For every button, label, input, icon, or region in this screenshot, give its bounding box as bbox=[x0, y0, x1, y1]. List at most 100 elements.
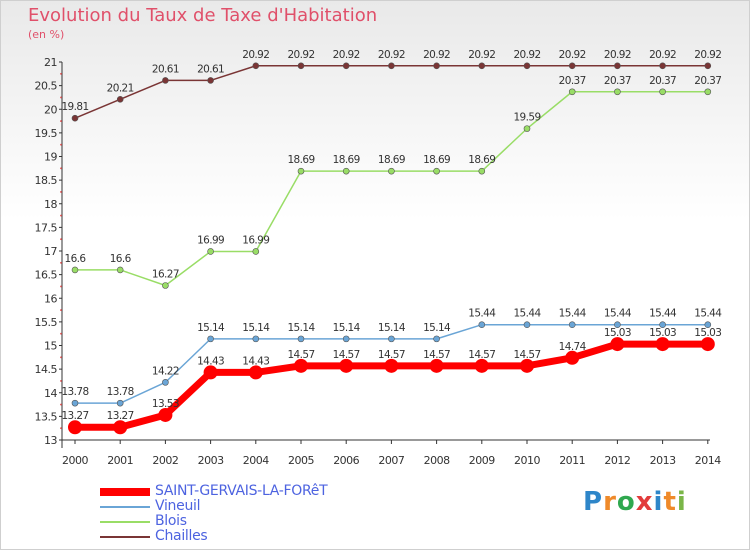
y-tick-label: 15.5 bbox=[35, 316, 58, 329]
data-label: 20.37 bbox=[604, 75, 631, 87]
x-tick-label: 2009 bbox=[469, 454, 495, 467]
data-label: 20.92 bbox=[333, 49, 360, 61]
data-label: 16.99 bbox=[197, 234, 224, 246]
data-point bbox=[700, 337, 715, 352]
y-tick-label: 20 bbox=[44, 103, 57, 116]
chart-subtitle: (en %) bbox=[28, 28, 65, 41]
data-point bbox=[68, 420, 82, 435]
data-label: 19.81 bbox=[61, 101, 88, 113]
data-label: 15.14 bbox=[287, 322, 315, 334]
data-label: 15.14 bbox=[242, 322, 270, 334]
data-point bbox=[433, 167, 440, 175]
x-tick-label: 2001 bbox=[107, 454, 133, 467]
data-label: 20.92 bbox=[694, 49, 721, 61]
data-label: 18.69 bbox=[333, 154, 360, 166]
y-tick-label: 17 bbox=[44, 245, 57, 258]
data-point bbox=[116, 266, 124, 274]
data-label: 18.69 bbox=[378, 154, 405, 166]
y-tick-label: 21 bbox=[44, 56, 57, 69]
legend-label: Chailles bbox=[155, 528, 208, 544]
data-point bbox=[655, 337, 670, 352]
data-point bbox=[659, 62, 666, 70]
data-point bbox=[158, 407, 173, 422]
data-label: 14.43 bbox=[197, 355, 224, 367]
y-minor-tick bbox=[60, 167, 62, 170]
data-point bbox=[252, 248, 260, 255]
data-label: 15.03 bbox=[604, 327, 631, 339]
data-label: 13.78 bbox=[107, 386, 134, 398]
x-tick-label: 2012 bbox=[604, 454, 630, 467]
data-point bbox=[568, 88, 576, 96]
data-point bbox=[523, 62, 531, 70]
y-tick-label: 13 bbox=[44, 434, 57, 447]
data-point bbox=[433, 62, 440, 70]
data-point bbox=[388, 62, 395, 70]
data-point bbox=[565, 350, 580, 365]
data-label: 16.6 bbox=[110, 253, 132, 265]
legend-swatch-chailles bbox=[100, 536, 150, 538]
data-label: 18.69 bbox=[287, 154, 314, 166]
y-tick-label: 18 bbox=[44, 198, 57, 211]
data-point bbox=[252, 335, 260, 343]
data-point bbox=[342, 335, 350, 343]
x-tick-label: 2004 bbox=[243, 454, 269, 467]
data-label: 15.44 bbox=[559, 308, 587, 320]
y-minor-tick bbox=[60, 238, 62, 241]
x-tick-label: 2007 bbox=[378, 454, 404, 467]
data-point bbox=[429, 358, 444, 373]
y-minor-tick bbox=[60, 261, 62, 264]
y-tick-label: 19.5 bbox=[35, 127, 58, 140]
y-minor-tick bbox=[60, 380, 62, 382]
x-tick-label: 2000 bbox=[62, 454, 88, 467]
y-minor-tick bbox=[60, 427, 62, 430]
data-label: 14.57 bbox=[513, 349, 540, 361]
x-tick-label: 2013 bbox=[650, 454, 676, 467]
data-label: 20.92 bbox=[559, 49, 586, 61]
data-label: 20.92 bbox=[378, 49, 405, 61]
data-label: 15.03 bbox=[649, 327, 676, 339]
data-label: 20.92 bbox=[287, 49, 314, 61]
data-label: 20.92 bbox=[242, 49, 269, 61]
data-point bbox=[478, 321, 486, 329]
y-tick-label: 18.5 bbox=[35, 174, 58, 187]
data-point bbox=[523, 321, 531, 329]
data-label: 15.14 bbox=[333, 322, 361, 334]
data-label: 16.27 bbox=[152, 268, 179, 280]
data-label: 14.57 bbox=[468, 349, 495, 361]
data-point bbox=[207, 248, 214, 255]
y-minor-tick bbox=[60, 309, 62, 311]
data-point bbox=[388, 167, 395, 175]
data-label: 13.53 bbox=[152, 398, 179, 410]
data-point bbox=[297, 62, 305, 70]
data-point bbox=[520, 358, 534, 373]
data-point bbox=[207, 335, 214, 343]
data-label: 18.69 bbox=[468, 154, 495, 166]
y-minor-tick bbox=[60, 214, 62, 217]
data-label: 15.44 bbox=[649, 308, 677, 320]
data-label: 13.27 bbox=[61, 410, 88, 422]
data-label: 14.43 bbox=[242, 355, 269, 367]
y-tick-label: 14 bbox=[44, 387, 57, 400]
data-point bbox=[71, 266, 79, 274]
legend-label: Blois bbox=[155, 513, 187, 529]
data-label: 20.92 bbox=[649, 49, 676, 61]
data-label: 19.59 bbox=[513, 112, 540, 124]
data-point bbox=[384, 358, 399, 373]
data-label: 15.14 bbox=[378, 322, 406, 334]
data-label: 20.37 bbox=[649, 75, 676, 87]
y-minor-tick bbox=[60, 143, 62, 146]
data-label: 20.92 bbox=[423, 49, 450, 61]
y-tick-label: 19 bbox=[44, 151, 57, 164]
y-minor-tick bbox=[60, 285, 62, 288]
y-minor-tick bbox=[60, 403, 62, 406]
data-label: 14.22 bbox=[152, 365, 179, 377]
data-point bbox=[342, 62, 350, 70]
data-point bbox=[162, 77, 169, 84]
data-point bbox=[523, 125, 531, 132]
data-point bbox=[342, 167, 350, 175]
data-point bbox=[297, 167, 305, 175]
data-point bbox=[478, 62, 486, 70]
data-label: 20.92 bbox=[468, 49, 495, 61]
proxiti-logo: Proxiti bbox=[583, 487, 687, 517]
